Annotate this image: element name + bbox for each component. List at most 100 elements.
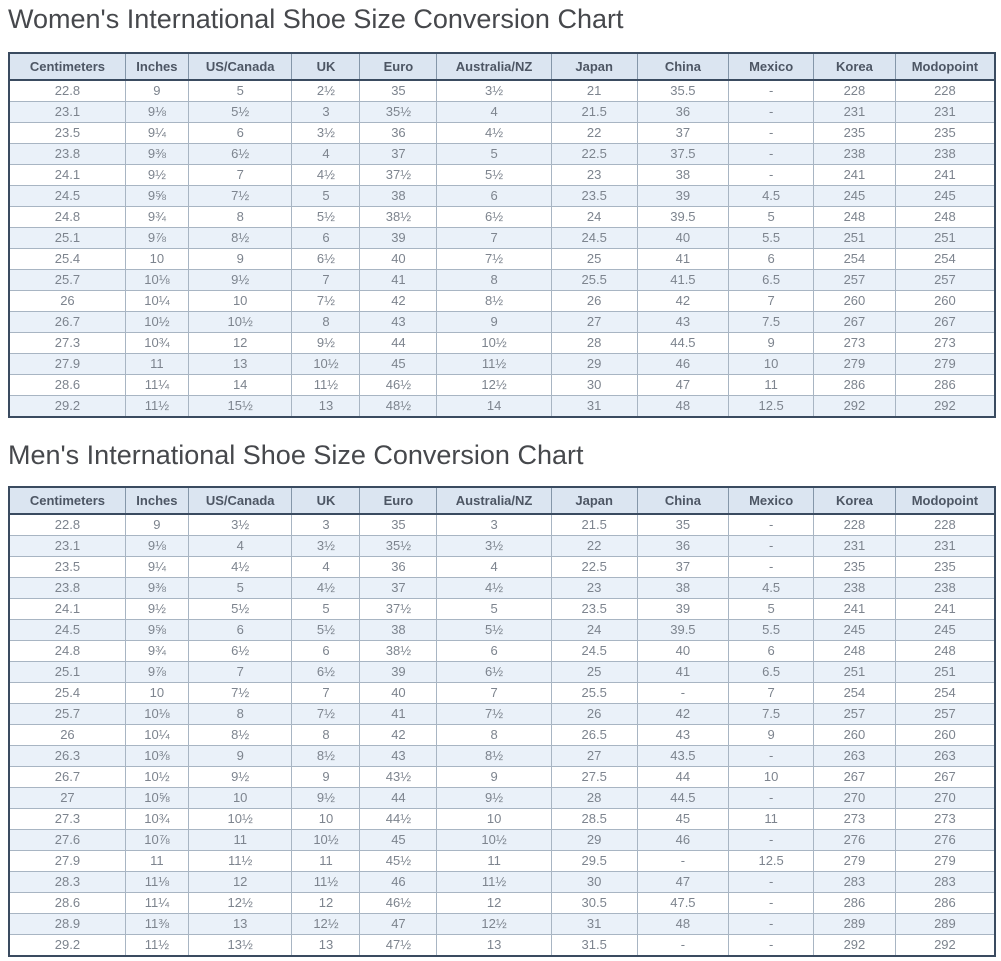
table-cell: 27	[550, 745, 638, 767]
table-cell: 4.5	[728, 577, 815, 599]
table-cell: 23.1	[8, 101, 126, 123]
table-cell: 36	[359, 556, 438, 578]
table-cell: -	[728, 787, 815, 809]
table-cell: 25.7	[8, 703, 126, 725]
table-cell: 6	[291, 640, 361, 662]
table-cell: -	[728, 122, 815, 144]
table-cell: 47	[359, 913, 438, 935]
table-cell: 238	[894, 143, 996, 165]
table-cell: 14	[187, 374, 293, 396]
table-cell: 286	[813, 892, 896, 914]
table-cell: 35	[636, 513, 730, 536]
table-cell: 25.5	[550, 682, 638, 704]
table-cell: 254	[813, 682, 896, 704]
table-cell: 6.5	[728, 269, 815, 291]
table-cell: 15½	[187, 395, 293, 418]
table-cell: 228	[813, 513, 896, 536]
table-cell: -	[728, 164, 815, 186]
table-cell: 44	[359, 332, 438, 354]
table-cell: 28.5	[550, 808, 638, 830]
table-cell: 4	[291, 143, 361, 165]
table-cell: 7½	[436, 248, 552, 270]
table-cell: 267	[894, 311, 996, 333]
table-cell: 39	[636, 598, 730, 620]
table-cell: 270	[894, 787, 996, 809]
table-cell: 292	[813, 395, 896, 418]
table-cell: 257	[813, 703, 896, 725]
table-cell: 24.1	[8, 598, 126, 620]
table-cell: 9½	[291, 332, 361, 354]
table-cell: 12.5	[728, 850, 815, 872]
table-cell: 3½	[187, 513, 293, 536]
table-cell: 26	[8, 724, 126, 746]
table-cell: 251	[894, 661, 996, 683]
table-cell: 9	[187, 248, 293, 270]
table-cell: 245	[894, 185, 996, 207]
table-cell: 6	[728, 640, 815, 662]
table-cell: -	[636, 850, 730, 872]
table-cell: 10¾	[124, 808, 189, 830]
table-cell: 257	[894, 703, 996, 725]
men-header-row: Centimeters Inches US/Canada UK Euro Australi…	[8, 486, 996, 515]
table-cell: -	[728, 79, 815, 102]
table-cell: 8½	[187, 227, 293, 249]
table-cell: 7	[436, 227, 552, 249]
table-row: 22.8 9 5 2½ 35 3½ 21 35.5-228 228	[8, 79, 996, 102]
table-cell: 5½	[436, 164, 552, 186]
table-cell: 283	[894, 871, 996, 893]
column-header: Australia/NZ	[436, 486, 552, 515]
table-cell: 39	[359, 227, 438, 249]
table-cell: 257	[894, 269, 996, 291]
table-cell: 31	[550, 913, 638, 935]
table-cell: 43	[359, 311, 438, 333]
table-cell: 12.5	[728, 395, 815, 418]
table-row: 23.8 9⅜ 6½ 4 37 5 22.5 37.5-238 238	[8, 143, 996, 165]
table-cell: 238	[894, 577, 996, 599]
table-row: 24.8 9¾ 8 5½ 38½ 6½ 24 39.5 5 248 248	[8, 206, 996, 228]
table-cell: 9⅛	[124, 101, 189, 123]
table-cell: 39	[636, 185, 730, 207]
table-cell: 5	[291, 185, 361, 207]
table-cell: 43.5	[636, 745, 730, 767]
table-cell: 48½	[359, 395, 438, 418]
table-cell: 3½	[436, 79, 552, 102]
table-cell: -	[728, 556, 815, 578]
table-cell: 279	[813, 850, 896, 872]
column-header: UK	[291, 52, 361, 81]
table-cell: 38	[359, 185, 438, 207]
table-cell: 28.3	[8, 871, 126, 893]
table-cell: 9⅞	[124, 661, 189, 683]
table-cell: 37½	[359, 164, 438, 186]
table-cell: 8	[436, 269, 552, 291]
table-cell: 4	[436, 101, 552, 123]
table-cell: 9⅞	[124, 227, 189, 249]
table-cell: 24.8	[8, 640, 126, 662]
table-cell: 9	[291, 766, 361, 788]
table-cell: 289	[813, 913, 896, 935]
women-header-row: Centimeters Inches US/Canada UK Euro Australi…	[8, 52, 996, 81]
table-row: 27.3 10¾ 10½ 10 44½ 10 28.5 45 11 273 273	[8, 808, 996, 830]
column-header: Mexico	[728, 52, 815, 81]
table-cell: 29.2	[8, 395, 126, 418]
table-cell: 8	[187, 703, 293, 725]
table-cell: 44.5	[636, 787, 730, 809]
table-cell: 5	[436, 143, 552, 165]
table-row: 27 10⅝ 10 9½ 44 9½ 28 44.5-270 270	[8, 787, 996, 809]
table-cell: 22.5	[550, 143, 638, 165]
table-cell: 30	[550, 871, 638, 893]
table-cell: 40	[359, 248, 438, 270]
table-cell: 23.5	[8, 122, 126, 144]
table-cell: 5	[728, 206, 815, 228]
table-cell: 27.5	[550, 766, 638, 788]
table-row: 27.9 11 11½ 11 45½ 11 29.5-12.5 279 279	[8, 850, 996, 872]
table-row: 24.8 9¾ 6½ 6 38½ 6 24.5 40 6 248 248	[8, 640, 996, 662]
column-header: Mexico	[728, 486, 815, 515]
table-cell: -	[728, 892, 815, 914]
table-cell: 11	[728, 808, 815, 830]
table-cell: 11	[124, 850, 189, 872]
column-header: Euro	[359, 52, 438, 81]
table-cell: 41	[636, 248, 730, 270]
table-cell: 9½	[436, 787, 552, 809]
table-cell: 10⅛	[124, 269, 189, 291]
